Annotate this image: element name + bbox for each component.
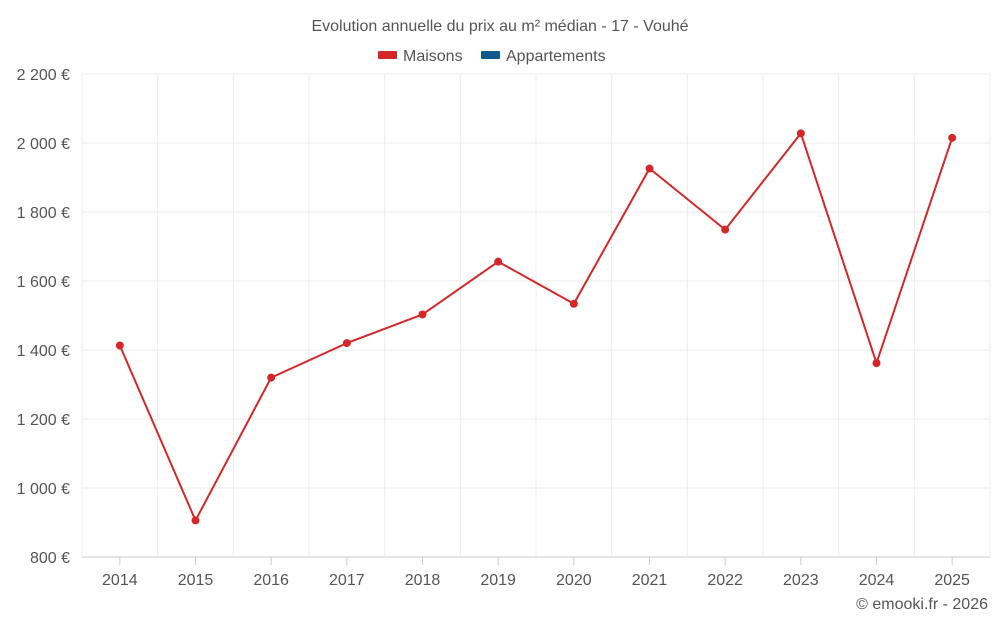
x-tick-label: 2024 [859, 572, 895, 589]
y-tick-label: 1 000 € [17, 481, 70, 498]
data-point[interactable] [569, 299, 578, 308]
axes: 800 € 1 000 € 1 200 € 1 400 € 1 600 € 1 800 €… [17, 67, 970, 589]
x-tick-label: 2019 [480, 572, 516, 589]
data-point[interactable] [721, 225, 730, 234]
data-point[interactable] [115, 341, 124, 350]
data-point[interactable] [191, 516, 200, 525]
data-point[interactable] [948, 133, 957, 142]
data-point[interactable] [645, 164, 654, 173]
x-tick-label: 2015 [178, 572, 214, 589]
data-point[interactable] [267, 373, 276, 382]
legend: Maisons Appartements [378, 48, 606, 65]
x-tick-label: 2016 [253, 572, 289, 589]
series-line-maisons [118, 132, 954, 522]
credit-text: © emooki.fr - 2026 [856, 596, 988, 613]
x-tick-label: 2014 [102, 572, 138, 589]
y-tick-label: 1 200 € [17, 412, 70, 429]
legend-swatch-appartements [481, 51, 500, 59]
x-tick-label: 2020 [556, 572, 592, 589]
data-point[interactable] [494, 257, 503, 266]
x-tick-label: 2018 [405, 572, 441, 589]
x-tick-label: 2023 [783, 572, 819, 589]
y-tick-label: 1 800 € [17, 205, 70, 222]
x-tick-label: 2021 [632, 572, 668, 589]
data-point[interactable] [796, 129, 805, 138]
grid [81, 73, 991, 558]
x-tick-label: 2025 [934, 572, 970, 589]
data-point[interactable] [418, 310, 427, 319]
legend-item-maisons[interactable]: Maisons [378, 48, 463, 65]
y-tick-label: 800 € [30, 550, 70, 567]
x-tick-label: 2017 [329, 572, 365, 589]
data-point[interactable] [342, 339, 351, 348]
y-tick-label: 1 600 € [17, 274, 70, 291]
legend-label-appartements: Appartements [506, 48, 606, 65]
legend-item-appartements[interactable]: Appartements [481, 48, 606, 65]
y-tick-label: 2 200 € [17, 67, 70, 84]
y-tick-label: 1 400 € [17, 343, 70, 360]
y-tick-label: 2 000 € [17, 136, 70, 153]
data-point[interactable] [872, 359, 881, 368]
legend-label-maisons: Maisons [403, 48, 463, 65]
chart-title: Evolution annuelle du prix au m² médian … [311, 18, 688, 35]
x-tick-label: 2022 [707, 572, 743, 589]
legend-swatch-maisons [378, 51, 397, 59]
series-layer [115, 129, 957, 525]
